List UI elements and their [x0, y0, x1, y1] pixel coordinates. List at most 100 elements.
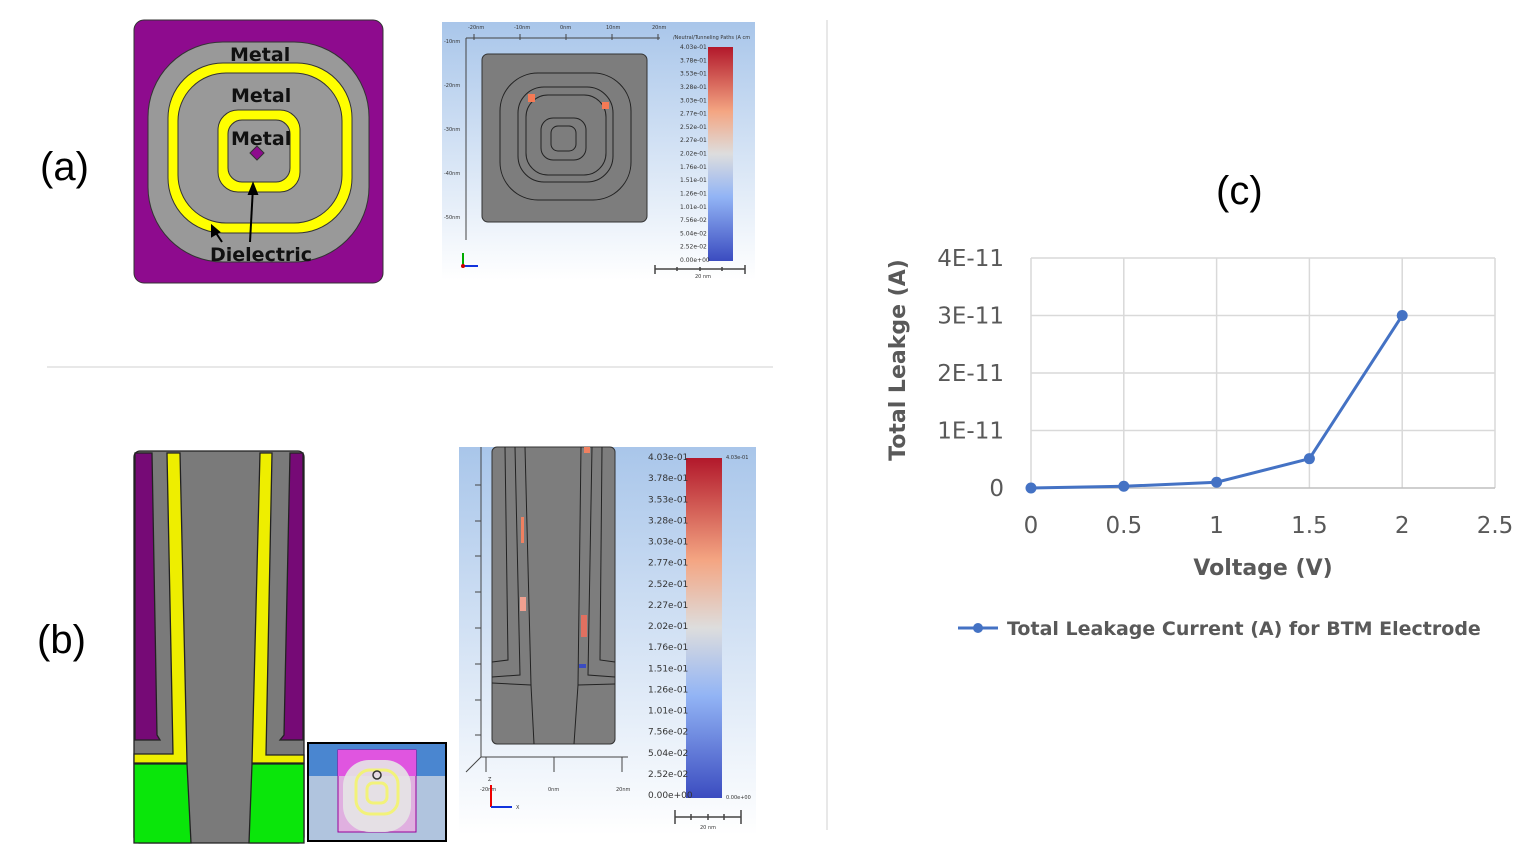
colorbar-tick-label: 2.02e-01 [648, 622, 688, 632]
legend-marker [973, 623, 983, 633]
colorbar-max-label: 4.03e-01 [726, 455, 748, 461]
y-tick-label: -50nm [444, 215, 460, 221]
inset-cut-location-thumbnail [307, 742, 447, 842]
colorbar-tick-label: 3.03e-01 [648, 538, 688, 548]
x-tick-label: 2.5 [1477, 513, 1514, 539]
colorbar-tick-label: 2.52e-01 [648, 580, 688, 590]
x-tick-label: -20nm [468, 25, 484, 31]
colorbar [708, 47, 733, 261]
x-tick-label: 0 [1024, 513, 1039, 539]
x-tick-label: 0.5 [1106, 513, 1143, 539]
axis-triad-icon [461, 253, 478, 268]
hotspot [581, 615, 587, 637]
colorbar-tick-label: 2.52e-02 [648, 770, 688, 780]
label-metal-inner: Metal [231, 128, 291, 150]
x-tick-label: 0nm [548, 787, 559, 793]
colorbar-min-label: 0.00e+00 [726, 795, 751, 801]
cut-marker-icon [372, 770, 382, 780]
colorbar-tick-label: 2.52e-01 [680, 124, 707, 131]
hotspot [602, 102, 609, 109]
x-tick-label: 10nm [606, 25, 621, 31]
y-tick-label: -40nm [444, 171, 460, 177]
x-tick-label: 20nm [616, 787, 631, 793]
label-metal-middle: Metal [231, 85, 291, 107]
colorbar-tick-label: 5.04e-02 [680, 230, 707, 237]
arrow-icon [211, 181, 259, 243]
colorbar-tick-label: 1.51e-01 [680, 177, 707, 184]
leakage-chart: 0 0.5 1 1.5 2 2.5 0 1E-11 2E-11 3E-11 4E-11 Volta… [886, 246, 1513, 640]
colorbar-tick-label: 1.76e-01 [648, 643, 688, 653]
data-point [1211, 476, 1223, 488]
scale-bar-label: 20 nm [695, 274, 711, 280]
data-point [1396, 310, 1408, 321]
legend-label: Total Leakage Current (A) for BTM Electr… [1007, 618, 1481, 640]
y-tick-label: 1E-11 [937, 419, 1004, 445]
colorbar [686, 458, 722, 798]
colorbar-tick-label: 3.78e-01 [648, 474, 688, 484]
x-tick-label: 1.5 [1291, 513, 1328, 539]
x-tick-label: 0nm [560, 25, 571, 31]
colorbar-tick-label: 3.53e-01 [648, 495, 688, 505]
x-axis-title: Voltage (V) [1193, 556, 1332, 581]
colorbar-tick-label: 2.77e-01 [648, 559, 688, 569]
colorbar-tick-label: 1.76e-01 [680, 164, 707, 171]
colorbar-tick-label: 1.01e-01 [648, 707, 688, 717]
panel-b-structure-diagram [133, 450, 305, 844]
y-tick-label: 3E-11 [937, 304, 1004, 330]
scale-bar-label: 20 nm [700, 825, 716, 831]
y-axis-title: Total Leakge (A) [886, 259, 911, 461]
y-tick-label: 0 [989, 476, 1004, 502]
colorbar-tick-label: 2.52e-02 [680, 244, 707, 251]
panel-label-b: (b) [37, 618, 86, 662]
center-via-marker [249, 145, 265, 161]
colorbar-tick-label: 2.02e-01 [680, 151, 707, 158]
colorbar-tick-label: 1.26e-01 [680, 190, 707, 197]
y-tick-label: -10nm [444, 39, 460, 45]
colorbar-tick-label: 7.56e-02 [680, 217, 707, 224]
colorbar-tick-label: 3.78e-01 [680, 57, 707, 64]
data-point [1025, 482, 1037, 494]
y-tick-label: -20nm [444, 83, 460, 89]
data-point [1303, 453, 1315, 465]
x-tick-label: 1 [1209, 513, 1224, 539]
label-metal-outer: Metal [230, 44, 290, 66]
colorbar-tick-label: 3.03e-01 [680, 97, 707, 104]
colorbar-tick-label: 4.03e-01 [648, 453, 688, 463]
legend: Total Leakage Current (A) for BTM Electr… [958, 618, 1481, 640]
colorbar-tick-label: 7.56e-02 [648, 728, 688, 738]
colorbar-tick-label: 1.01e-01 [680, 204, 707, 211]
label-dielectric: Dielectric [210, 244, 312, 266]
colorbar-tick-label: 3.28e-01 [648, 516, 688, 526]
scale-bar [674, 810, 742, 824]
colorbar-tick-label: 1.26e-01 [648, 685, 688, 695]
colorbar-tick-label: 1.51e-01 [648, 664, 688, 674]
hotspot [521, 517, 524, 543]
colorbar-tick-label: 4.03e-01 [680, 44, 707, 51]
panel-label-a: (a) [40, 145, 89, 189]
hotspot [528, 94, 535, 102]
x-tick-label: 2 [1395, 513, 1410, 539]
hotspot [520, 597, 526, 611]
hotspot [584, 447, 590, 453]
colorbar-tick-label: 0.00e+00 [680, 257, 710, 264]
y-tick-label: 4E-11 [937, 246, 1004, 272]
axis-z-label: Z [488, 777, 492, 783]
colorbar-tick-label: 3.28e-01 [680, 84, 707, 91]
colorbar-title: /Neutral/Tunneling Paths (A cm [673, 35, 750, 41]
x-tick-label: -10nm [514, 25, 530, 31]
colorbar-tick-label: 2.27e-01 [648, 601, 688, 611]
panel-a-structure-diagram: Metal Metal Metal Dielectric [133, 19, 384, 284]
axis-triad-icon: Z X [488, 777, 520, 811]
colorbar-tick-label: 5.04e-02 [648, 749, 688, 759]
colorbar-tick-label: 3.53e-01 [680, 71, 707, 78]
panel-b-simulation: -20nm 0nm 20nm 4.03e-01 3.78e-01 3.53e-01 3.2… [459, 446, 756, 835]
x-tick-label: 20nm [652, 25, 667, 31]
data-point [1118, 480, 1130, 492]
scale-bar [654, 265, 746, 274]
hotspot [579, 664, 586, 668]
panel-label-c: (c) [1216, 169, 1263, 213]
colorbar-tick-label: 2.77e-01 [680, 111, 707, 118]
y-tick-label: -30nm [444, 127, 460, 133]
colorbar-tick-label: 0.00e+00 [648, 791, 693, 801]
